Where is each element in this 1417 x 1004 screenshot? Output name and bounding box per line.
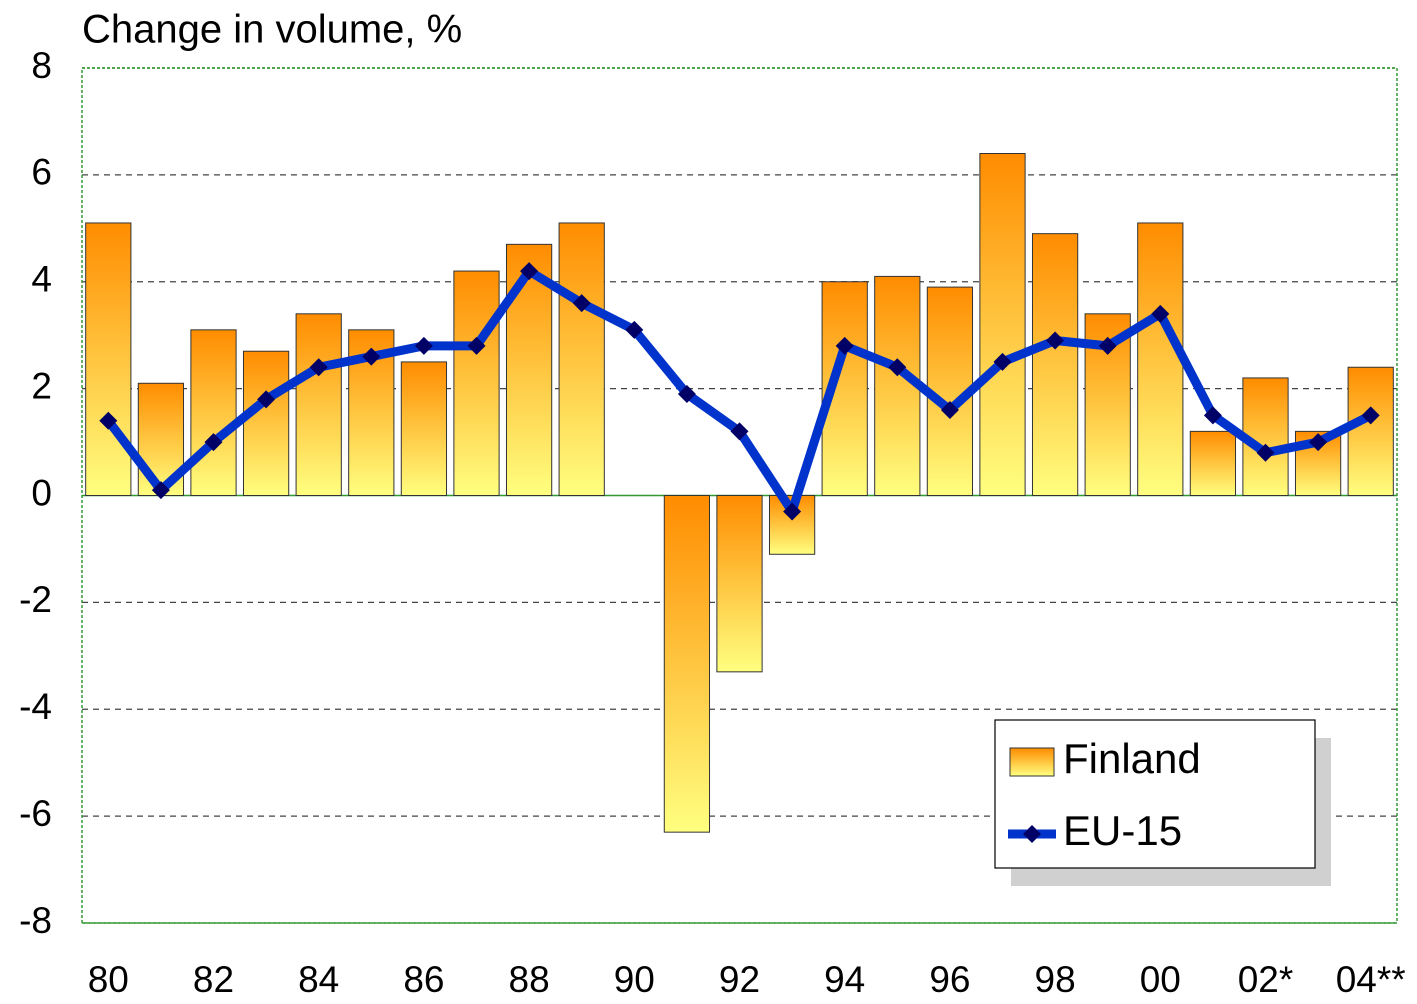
y-tick-label: -2: [19, 579, 52, 620]
x-tick-label: 86: [403, 959, 444, 1000]
bar: [1137, 222, 1184, 496]
marker: [677, 384, 696, 403]
legend-label: Finland: [1063, 735, 1201, 782]
bar: [874, 275, 921, 496]
x-tick-label: 02*: [1238, 959, 1294, 1000]
y-tick-label: 0: [31, 472, 52, 513]
legend-label: EU-15: [1063, 807, 1182, 854]
y-tick-label: -8: [19, 900, 52, 941]
x-tick-label: 96: [929, 959, 970, 1000]
bar: [400, 361, 448, 496]
legend-swatch: [1009, 747, 1055, 777]
marker: [835, 336, 854, 355]
bar: [295, 313, 342, 496]
bar: [1347, 366, 1394, 496]
y-tick-label: 4: [31, 259, 52, 300]
marker: [1203, 406, 1222, 425]
marker: [1361, 406, 1380, 425]
y-tick-label: 6: [31, 152, 52, 193]
plot-border: [81, 67, 1398, 924]
marker: [467, 336, 486, 355]
y-tick-label: 2: [31, 365, 52, 406]
bar: [663, 495, 711, 833]
x-tick-label: 94: [824, 959, 865, 1000]
marker: [204, 433, 223, 452]
x-tick-label: 98: [1035, 959, 1076, 1000]
x-tick-label: 04**: [1336, 959, 1406, 1000]
marker: [257, 390, 276, 409]
chart-title: Change in volume, %: [82, 8, 462, 52]
x-tick-label: 88: [509, 959, 550, 1000]
marker: [1046, 331, 1065, 350]
x-tick-label: 92: [719, 959, 760, 1000]
marker: [1151, 304, 1170, 323]
marker: [940, 401, 959, 419]
marker: [572, 294, 591, 313]
marker: [520, 262, 539, 281]
marker: [888, 358, 907, 377]
y-tick-label: -6: [19, 793, 52, 834]
bar: [1189, 430, 1237, 496]
marker: [625, 320, 644, 339]
marker: [730, 422, 749, 441]
legend: [994, 719, 1316, 869]
x-tick-label: 80: [88, 959, 129, 1000]
marker: [1098, 336, 1117, 355]
legend-marker: [1023, 825, 1041, 843]
y-tick-label: 8: [31, 45, 52, 86]
bar: [190, 329, 237, 496]
y-tick-label: -4: [19, 686, 52, 727]
marker: [1309, 433, 1328, 452]
x-tick-label: 82: [193, 959, 234, 1000]
x-tick-label: 90: [614, 959, 655, 1000]
marker: [99, 411, 118, 430]
marker: [783, 502, 802, 521]
bar: [242, 350, 290, 496]
marker: [151, 481, 170, 500]
marker: [309, 358, 328, 377]
bar: [716, 495, 763, 673]
x-tick-label: 84: [298, 959, 339, 1000]
bar: [558, 222, 605, 496]
marker: [362, 347, 381, 366]
x-tick-label: 00: [1140, 959, 1181, 1000]
bar: [1031, 233, 1079, 496]
marker: [1256, 443, 1275, 462]
bar: [979, 153, 1026, 496]
bar: [85, 222, 132, 496]
marker: [414, 336, 433, 355]
marker: [993, 352, 1012, 371]
bar: [453, 270, 500, 496]
